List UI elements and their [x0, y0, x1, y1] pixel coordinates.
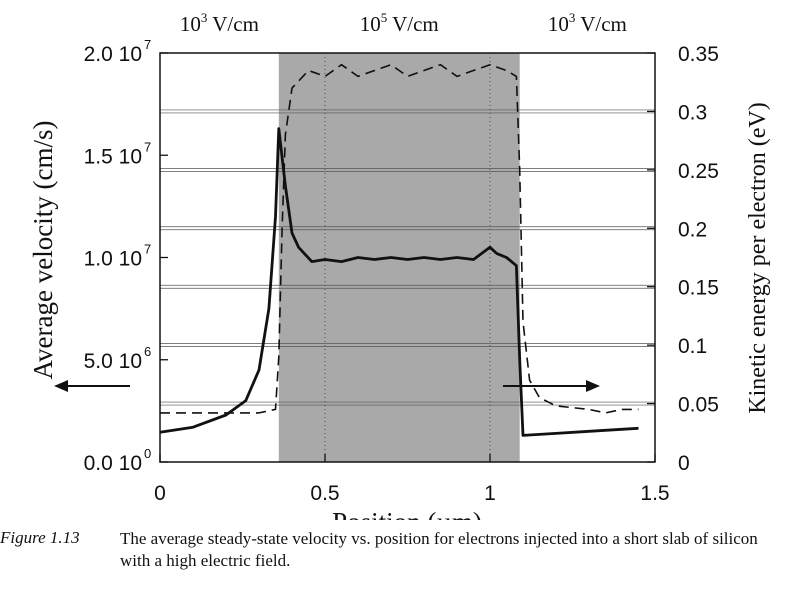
y-left-tick-label: 1.5 10	[84, 145, 142, 168]
y-left-tick-exponent: 7	[144, 242, 151, 257]
y-left-tick-exponent: 7	[144, 139, 151, 154]
caption-label: Figure 1.13	[0, 528, 80, 547]
y-axis-label-right: Kinetic energy per electron (eV)	[745, 102, 771, 413]
right-axis-arrowhead	[586, 380, 600, 393]
y-left-tick-label: 2.0 10	[84, 43, 142, 66]
x-tick-label: 0.5	[310, 482, 339, 505]
series-group	[159, 63, 639, 437]
y-right-tick-label: 0	[678, 452, 690, 475]
y-left-tick-exponent: 6	[144, 344, 151, 359]
figure-caption: Figure 1.13 The average steady-state vel…	[0, 522, 792, 592]
y-left-tick-label: 5.0 10	[84, 350, 142, 373]
x-tick-label: 1.5	[640, 482, 669, 505]
y-right-tick-label: 0.1	[678, 335, 707, 358]
y-right-tick-label: 0.05	[678, 394, 719, 417]
region-label: 103 V/cm	[180, 10, 259, 36]
left-axis-arrowhead	[54, 380, 68, 393]
gridlines	[160, 53, 655, 462]
y-left-tick-exponent: 7	[144, 37, 151, 52]
caption-text: The average steady-state velocity vs. po…	[120, 529, 758, 570]
region-label: 105 V/cm	[360, 10, 439, 36]
chart-figure: 0 0.5 1 1.50.0 10 05.0 10 61.0 10 71.5 10 72.0 …	[28, 10, 771, 520]
y-right-tick-label: 0.2	[678, 218, 707, 241]
axis-arrows	[54, 380, 600, 393]
energy-series-line	[160, 63, 639, 414]
y-left-tick-label: 0.0 10	[84, 452, 142, 475]
region-labels: 103 V/cm 105 V/cm 103 V/cm	[180, 10, 627, 36]
region-label: 103 V/cm	[548, 10, 627, 36]
x-tick-label: 1	[484, 482, 496, 505]
axis-ticks: 0 0.5 1 1.50.0 10 05.0 10 61.0 10 71.5 10 72.0 …	[84, 37, 719, 505]
x-axis-label: Position (µm)	[332, 507, 482, 520]
y-axis-label-left: Average velocity (cm/s)	[28, 121, 58, 380]
y-right-tick-label: 0.35	[678, 43, 719, 66]
x-tick-label: 0	[154, 482, 166, 505]
y-right-tick-label: 0.3	[678, 101, 707, 124]
y-left-tick-exponent: 0	[144, 446, 151, 461]
y-left-tick-label: 1.0 10	[84, 248, 142, 271]
y-right-tick-label: 0.15	[678, 277, 719, 300]
velocity-series-line	[159, 127, 639, 437]
y-right-tick-label: 0.25	[678, 160, 719, 183]
